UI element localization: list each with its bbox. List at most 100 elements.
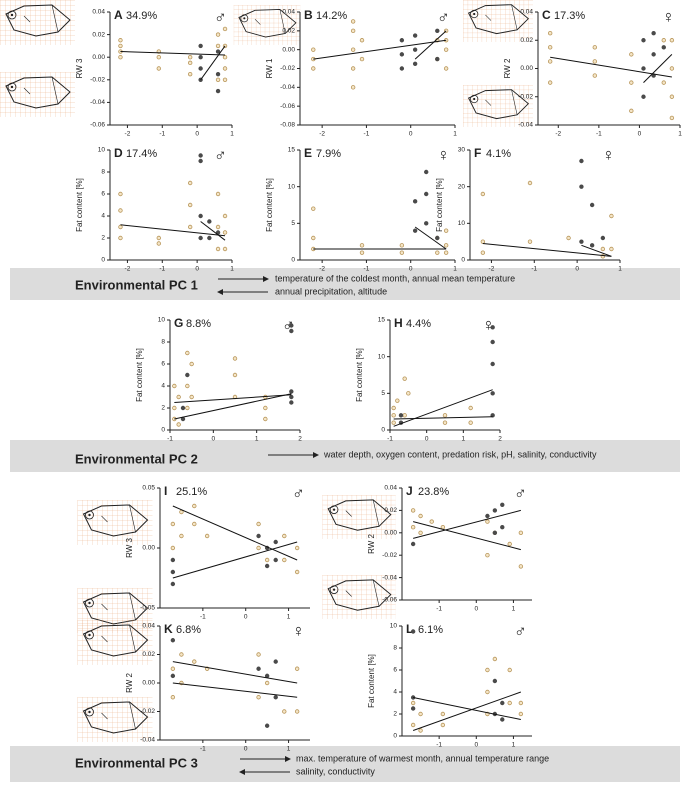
point <box>410 722 416 728</box>
sex-symbol: ♀ <box>292 621 305 640</box>
y-tick-label: -0.02 <box>382 552 397 559</box>
point <box>399 52 405 57</box>
y-tick-label: 0.04 <box>282 9 295 16</box>
y-tick-label: 8 <box>161 339 165 346</box>
sex-symbol: ♀ <box>482 315 495 334</box>
panel-label: I <box>164 484 167 498</box>
point <box>215 224 221 230</box>
y-tick-label: 2 <box>393 711 397 718</box>
point <box>264 680 270 686</box>
point <box>198 213 203 219</box>
point <box>179 652 184 657</box>
y-tick-label: 0.02 <box>384 507 397 514</box>
point <box>264 723 270 728</box>
x-tick-label: -1 <box>364 266 370 273</box>
point <box>435 250 440 255</box>
y-tick-label: -0.02 <box>280 65 295 72</box>
y-tick-label: 10 <box>288 183 296 190</box>
y-tick-label: 0.02 <box>92 31 105 38</box>
sex-symbol: ♀ <box>437 145 450 164</box>
point <box>418 728 423 733</box>
point <box>410 629 416 634</box>
y-tick-label: 10 <box>378 353 386 360</box>
point <box>118 191 123 197</box>
y-axis-label: Fat content [%] <box>355 348 364 402</box>
panel-label: L <box>406 622 413 636</box>
point <box>256 666 261 671</box>
point <box>651 30 656 36</box>
point <box>264 563 270 569</box>
point <box>264 557 270 563</box>
band-pc3: Environmental PC 3 max. temperature of w… <box>10 746 680 782</box>
band-title: Environmental PC 3 <box>75 755 198 770</box>
y-tick-label: -0.05 <box>140 605 155 612</box>
regression-line <box>172 661 298 684</box>
x-tick-label: 1 <box>287 614 291 621</box>
point <box>579 239 584 244</box>
y-axis-label: Fat content [%] <box>367 654 376 708</box>
y-tick-label: 10 <box>458 220 466 227</box>
y-tick-label: 0.00 <box>142 680 155 687</box>
point <box>187 71 193 77</box>
point <box>198 66 203 71</box>
point <box>589 243 595 248</box>
x-tick-label: 1 <box>678 131 682 138</box>
point <box>490 339 495 345</box>
panel-annotation: 34.9% <box>126 10 157 22</box>
regression-line <box>200 45 226 81</box>
panel: -0.05 0.00 0.05 -1 0 1 RW 3 I 25.1% ♂ <box>125 483 310 621</box>
point <box>518 711 524 717</box>
point <box>507 700 512 706</box>
point <box>429 519 434 524</box>
point <box>600 246 606 252</box>
point <box>443 243 449 248</box>
regression-line <box>174 394 292 403</box>
panel-annotation: 17.3% <box>554 10 585 22</box>
x-tick-label: 1 <box>230 131 234 138</box>
band-negative: salinity, conductivity <box>296 766 375 776</box>
point <box>359 56 365 62</box>
point <box>350 47 356 52</box>
point <box>485 553 490 558</box>
point <box>485 689 490 695</box>
regression-line <box>393 389 493 427</box>
point <box>629 80 634 85</box>
point <box>547 80 553 85</box>
point <box>294 666 300 671</box>
point <box>282 557 287 563</box>
band-title: Environmental PC 2 <box>75 451 198 466</box>
point <box>480 191 486 197</box>
band-pc2: Environmental PC 2 water depth, oxygen c… <box>10 440 680 472</box>
x-tick-label: 1 <box>462 436 466 443</box>
x-tick-label: -1 <box>387 436 393 443</box>
point <box>412 228 418 233</box>
y-tick-label: 0.02 <box>520 37 533 44</box>
point <box>185 383 190 389</box>
x-tick-label: 0 <box>575 266 579 273</box>
panel-annotation: 6.8% <box>176 624 201 636</box>
point <box>485 513 490 519</box>
point <box>500 700 505 706</box>
panel-annotation: 23.8% <box>418 486 449 498</box>
point <box>215 191 221 197</box>
point <box>256 652 261 657</box>
point <box>500 525 505 530</box>
point <box>179 533 184 539</box>
point <box>118 43 123 49</box>
point <box>294 545 300 551</box>
point <box>289 394 294 400</box>
point <box>410 525 416 530</box>
y-tick-label: 10 <box>390 623 398 630</box>
panel-label: D <box>114 146 123 160</box>
point <box>185 372 190 378</box>
point <box>222 55 228 60</box>
y-tick-label: 4 <box>393 689 397 696</box>
point <box>485 519 490 524</box>
x-tick-label: -2 <box>555 131 561 138</box>
point <box>442 413 448 418</box>
point <box>492 656 498 662</box>
point <box>311 47 316 52</box>
y-tick-label: 4 <box>101 213 105 220</box>
